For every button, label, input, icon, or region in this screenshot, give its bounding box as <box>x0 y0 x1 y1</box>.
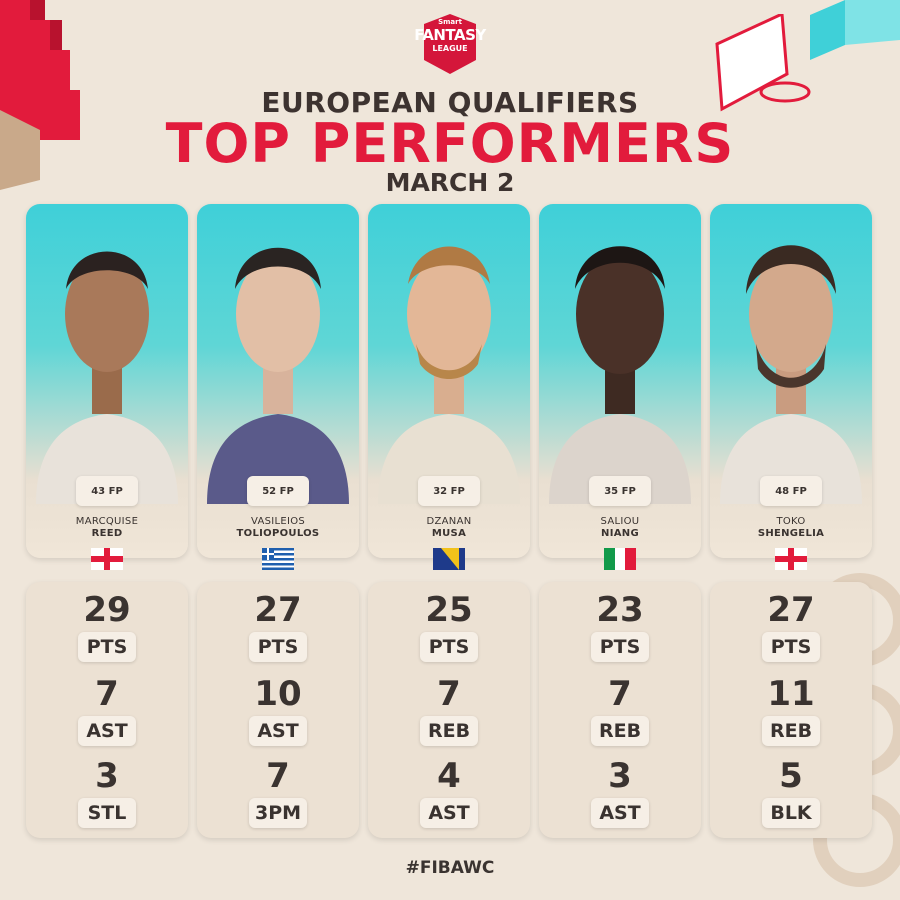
player-last-name: TOLIOPOULOS <box>236 528 320 539</box>
player-last-name: REED <box>91 528 123 539</box>
player-card-toliopoulos: 52 FP VASILEIOS TOLIOPOULOS <box>197 204 359 558</box>
stat-card-musa: 25 PTS 7 REB 4 AST <box>368 582 530 838</box>
stat-label: AST <box>420 798 478 828</box>
fp-badge: 35 FP <box>589 476 651 506</box>
stat-card-reed: 29 PTS 7 AST 3 STL <box>26 582 188 838</box>
stat-value: 7 <box>608 674 632 714</box>
stat-value: 11 <box>767 674 815 714</box>
player-portrait <box>36 251 178 504</box>
stat-label: AST <box>249 716 307 746</box>
player-card-shengelia: 48 FP TOKO SHENGELIA <box>710 204 872 558</box>
player-first-name: TOKO <box>776 516 806 527</box>
stat-value: 27 <box>254 590 302 630</box>
georgia-flag-icon <box>91 548 123 570</box>
headline-title: TOP PERFORMERS <box>165 112 735 175</box>
player-last-name: SHENGELIA <box>757 528 825 539</box>
fantasy-league-logo: Smart FANTASY LEAGUE <box>414 12 486 76</box>
player-card-musa: 32 FP DZANAN MUSA <box>368 204 530 558</box>
logo-shield-icon <box>424 14 476 74</box>
stat-value: 25 <box>425 590 473 630</box>
player-last-name: MUSA <box>431 528 467 539</box>
headline-date: MARCH 2 <box>385 168 515 197</box>
fp-badge: 43 FP <box>76 476 138 506</box>
player-portrait <box>207 247 349 504</box>
stat-card-shengelia: 27 PTS 11 REB 5 BLK <box>710 582 872 838</box>
stat-card-toliopoulos: 27 PTS 10 AST 7 3PM <box>197 582 359 838</box>
stat-value: 3 <box>95 756 119 796</box>
stat-value: 7 <box>95 674 119 714</box>
stat-label: REB <box>591 716 649 746</box>
blue-blocks-decoration <box>810 0 900 60</box>
hashtag: #FIBAWC <box>405 858 495 878</box>
stat-label: STL <box>78 798 136 828</box>
logo-fantasy-text: FANTASY <box>414 26 486 44</box>
stat-value: 10 <box>254 674 302 714</box>
logo-smart-text: Smart <box>438 18 462 26</box>
stat-value: 3 <box>608 756 632 796</box>
stat-label: REB <box>420 716 478 746</box>
stat-label: PTS <box>420 632 478 662</box>
italy-flag-icon <box>604 548 636 570</box>
stat-label: 3PM <box>249 798 307 828</box>
stat-label: BLK <box>762 798 820 828</box>
player-card-reed: 43 FP MARCQUISE REED <box>26 204 188 558</box>
stat-value: 27 <box>767 590 815 630</box>
player-first-name: DZANAN <box>426 516 472 527</box>
logo-league-text: LEAGUE <box>432 44 468 53</box>
player-portrait <box>549 246 691 504</box>
stat-label: REB <box>762 716 820 746</box>
stat-label: AST <box>591 798 649 828</box>
stat-value: 29 <box>83 590 131 630</box>
headline-competition: EUROPEAN QUALIFIERS <box>261 86 639 119</box>
fp-badge: 48 FP <box>760 476 822 506</box>
fp-badge: 32 FP <box>418 476 480 506</box>
stat-value: 4 <box>437 756 461 796</box>
player-card-niang: 35 FP SALIOU NIANG <box>539 204 701 558</box>
stat-label: PTS <box>78 632 136 662</box>
stat-label: PTS <box>591 632 649 662</box>
stat-value: 23 <box>596 590 644 630</box>
fp-badge: 52 FP <box>247 476 309 506</box>
player-last-name: NIANG <box>601 528 639 539</box>
player-portrait <box>720 245 862 504</box>
player-first-name: VASILEIOS <box>250 516 306 527</box>
stat-value: 5 <box>779 756 803 796</box>
greece-flag-icon <box>262 548 294 570</box>
stat-label: PTS <box>249 632 307 662</box>
bosnia-flag-icon <box>433 548 465 570</box>
stat-value: 7 <box>437 674 461 714</box>
player-portrait <box>378 246 520 504</box>
stat-label: PTS <box>762 632 820 662</box>
stat-value: 7 <box>266 756 290 796</box>
player-first-name: MARCQUISE <box>75 516 139 527</box>
georgia-flag-icon <box>775 548 807 570</box>
stat-label: AST <box>78 716 136 746</box>
stat-card-niang: 23 PTS 7 REB 3 AST <box>539 582 701 838</box>
player-first-name: SALIOU <box>600 516 640 527</box>
